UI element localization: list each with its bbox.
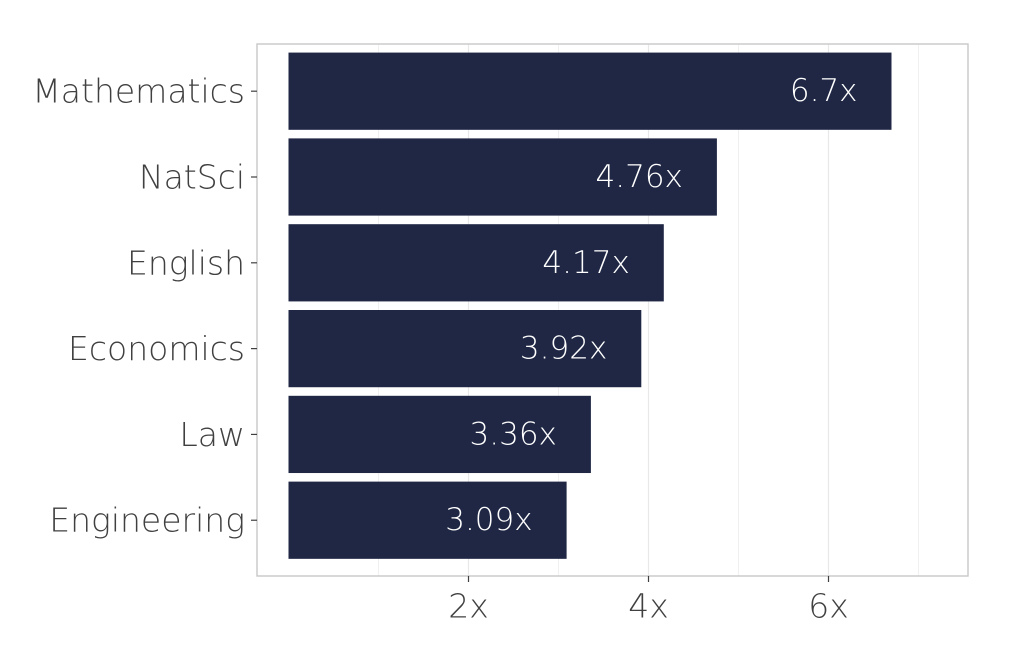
x-tick-label: 6x — [808, 587, 849, 626]
category-label-economics: Economics — [68, 329, 245, 368]
category-label-english: English — [127, 243, 245, 282]
data-label-english: 4.17x — [542, 245, 629, 281]
data-label-engineering: 3.09x — [445, 502, 532, 538]
category-label-law: Law — [179, 415, 245, 454]
category-label-engineering: Engineering — [49, 501, 245, 540]
plot-border — [256, 43, 969, 577]
x-axis: 2x 4x 6x — [448, 576, 849, 626]
bar-engineering — [288, 481, 567, 559]
bar-mathematics — [288, 52, 892, 130]
bar-natsci — [288, 138, 717, 216]
data-label-law: 3.36x — [470, 416, 557, 452]
data-label-economics: 3.92x — [520, 331, 607, 367]
x-tick-label: 4x — [628, 587, 669, 626]
category-label-natsci: NatSci — [139, 158, 245, 197]
y-axis: Mathematics NatSci English Economics Law Engi… — [32, 72, 257, 540]
bar-economics — [288, 310, 642, 388]
x-tick-label: 2x — [448, 587, 489, 626]
data-label-natsci: 4.76x — [596, 159, 683, 195]
data-label-mathematics: 6.7x — [790, 73, 858, 109]
category-label-mathematics: Mathematics — [32, 72, 245, 111]
bar-law — [288, 395, 591, 474]
bars — [288, 52, 892, 559]
bar-english — [288, 224, 664, 302]
data-labels: 6.7x 4.76x 4.17x 3.92x 3.36x 3.09x — [445, 73, 857, 538]
